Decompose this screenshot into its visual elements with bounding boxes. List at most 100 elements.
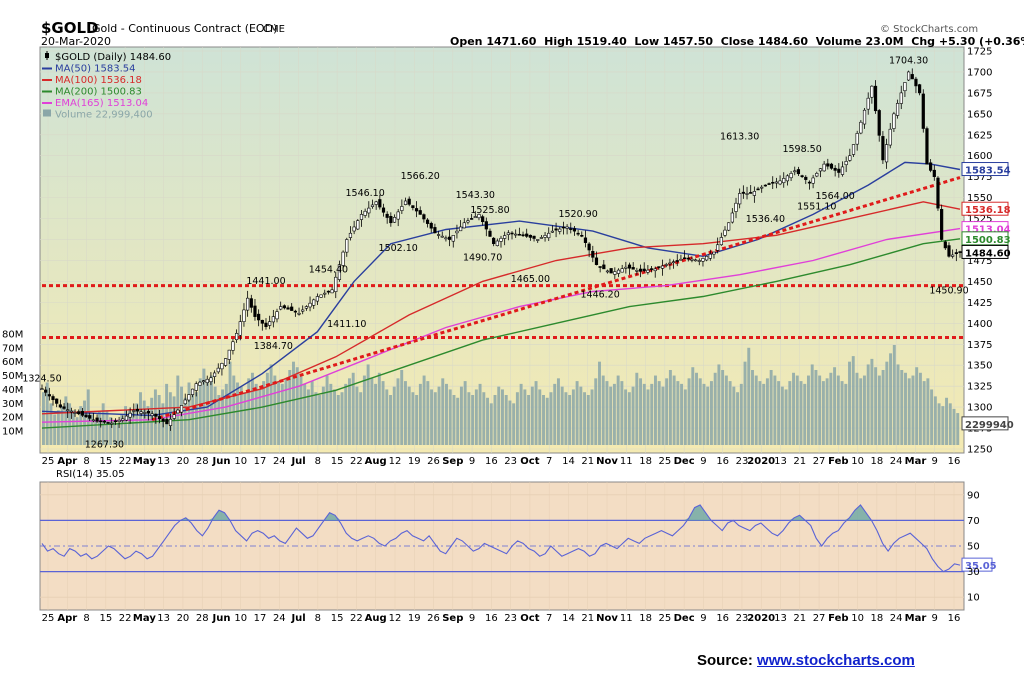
x-tick-label: Nov — [596, 456, 618, 467]
candle-body — [763, 184, 767, 187]
price-tick-label: 1450 — [967, 277, 992, 288]
candle-body — [727, 222, 731, 231]
volume-bar — [676, 381, 680, 445]
x-tick-label: 21 — [793, 456, 806, 467]
candle-body — [293, 310, 297, 313]
chart-date: 20-Mar-2020 — [41, 35, 111, 48]
price-tick-label: 1600 — [967, 151, 992, 162]
volume-bar — [844, 383, 848, 445]
candle-body — [481, 216, 485, 223]
candle-body — [345, 239, 349, 253]
candle-body — [580, 235, 584, 237]
volume-bar — [519, 383, 523, 445]
candle-body — [782, 178, 786, 184]
rsi-x-tick-label: 10 — [234, 613, 247, 624]
x-tick-label: May — [133, 456, 156, 467]
candle-body — [290, 306, 294, 311]
volume-bar — [407, 386, 411, 445]
volume-bar — [866, 364, 870, 445]
source-line: Source: www.stockcharts.com — [697, 652, 915, 669]
x-tick-label: 25 — [42, 456, 55, 467]
candle-body — [477, 214, 481, 219]
legend-item: MA(50) 1583.54 — [55, 64, 136, 75]
volume-bar — [612, 383, 616, 445]
price-annotation: 1704.30 — [889, 55, 928, 66]
candle-body — [734, 202, 738, 212]
volume-bar — [385, 389, 389, 445]
price-tick-label: 1550 — [967, 193, 992, 204]
candle-body — [829, 163, 834, 169]
candle-body — [488, 230, 492, 237]
volume-bar — [799, 381, 803, 445]
volume-bar — [217, 395, 221, 445]
candle-body — [235, 333, 239, 341]
volume-bar — [922, 381, 926, 445]
x-tick-label: 15 — [331, 456, 344, 467]
volume-bar — [71, 410, 75, 445]
legend-swatch — [45, 53, 49, 58]
rsi-x-tick-label: Nov — [596, 613, 618, 624]
candle-body — [855, 133, 859, 145]
volume-bar — [403, 381, 407, 445]
ma-line-ma200 — [41, 238, 961, 429]
volume-bar — [415, 395, 419, 445]
candle-body — [844, 161, 848, 166]
rsi-x-tick-label: 21 — [581, 613, 594, 624]
source-link[interactable]: www.stockcharts.com — [757, 652, 915, 669]
volume-bar — [657, 381, 661, 445]
price-annotation: 1546.10 — [345, 188, 384, 199]
candle-body — [135, 408, 140, 412]
candle-body — [154, 413, 158, 417]
candle-body — [561, 226, 566, 229]
candle-body — [231, 341, 235, 351]
candle-body — [818, 168, 823, 172]
volume-bar — [751, 370, 754, 445]
volume-bar — [885, 361, 889, 445]
volume-bar — [803, 383, 807, 445]
candle-body — [668, 262, 672, 265]
candle-body — [602, 264, 606, 270]
candle-body — [209, 377, 213, 383]
volume-bar — [777, 381, 781, 445]
volume-bar — [911, 375, 915, 445]
candle-body — [671, 261, 676, 264]
volume-bar — [228, 361, 232, 445]
candle-body — [811, 177, 815, 184]
volume-bar — [933, 396, 937, 445]
x-tick-label: 20 — [177, 456, 190, 467]
candle-body — [796, 169, 801, 175]
volume-bar — [780, 386, 784, 445]
volume-bar — [553, 383, 557, 445]
volume-bar — [691, 367, 695, 445]
candle-body — [198, 381, 202, 386]
volume-bar — [389, 395, 392, 445]
volume-bar — [329, 383, 333, 445]
volume-bar — [377, 372, 381, 445]
candle-body — [738, 193, 742, 205]
candle-body — [367, 207, 371, 214]
rsi-x-tick-label: 16 — [485, 613, 498, 624]
x-tick-label: 27 — [813, 456, 826, 467]
candle-body — [752, 191, 756, 196]
x-tick-label: 28 — [196, 456, 209, 467]
candle-body — [499, 237, 503, 242]
candle-body — [859, 121, 863, 134]
candle-body — [873, 85, 878, 112]
x-tick-label: Sep — [442, 456, 463, 467]
volume-bar — [941, 406, 945, 445]
candle-body — [459, 226, 463, 232]
legend-item: MA(100) 1536.18 — [55, 75, 142, 86]
candle-body — [356, 220, 360, 230]
rsi-x-tick-label: Mar — [905, 613, 927, 624]
candle-body — [257, 313, 261, 321]
volume-bar — [765, 378, 769, 445]
rsi-x-tick-label: 23 — [504, 613, 517, 624]
rsi-x-tick-label: 7 — [546, 613, 552, 624]
candle-body — [301, 309, 305, 312]
volume-bar — [396, 378, 400, 445]
volume-bar — [862, 375, 866, 445]
volume-bar — [769, 370, 773, 445]
candle-body — [334, 276, 338, 292]
rsi-x-tick-label: 16 — [948, 613, 961, 624]
